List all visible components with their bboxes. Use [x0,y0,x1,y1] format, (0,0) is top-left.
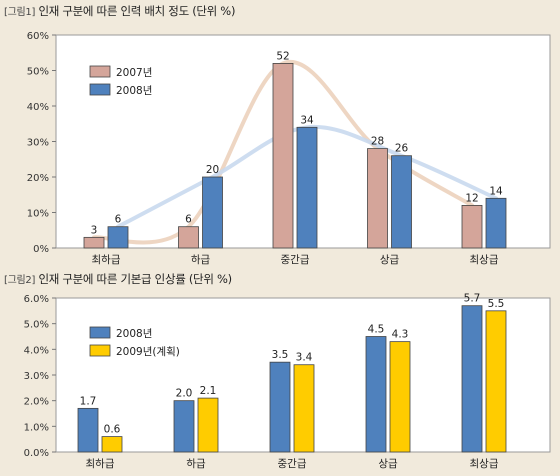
chart-2-bar-최하급-2008년 [77,407,99,453]
chart-2-bar-하급-2008년 [173,400,195,453]
chart-2-legend-swatch-0 [89,326,111,339]
chart-1-bar-중간급-2008년 [296,126,318,249]
chart-1-title: [그림1] 인재 구분에 따른 인력 배치 정도 (단위 %) [4,3,235,19]
chart-2-y-tick-label: 5.0% [24,320,49,331]
chart-1-bar-하급-2007년 [178,226,199,249]
chart-1-category-label: 상급 [380,254,400,266]
chart-1-y-tick-label: 20% [27,173,49,184]
chart-2-category-label: 최상급 [470,458,499,470]
chart-1-bar-최하급-2007년 [83,236,105,249]
chart-1-y-tick-label: 60% [27,31,49,42]
chart-2-bar-하급-2009년(계획) [197,397,219,453]
chart-2-y-tick-label: 1.0% [24,422,49,433]
chart-2-category-label: 하급 [186,457,206,470]
chart-1-tag: [그림1] [4,7,36,18]
chart-1-legend-swatch-0 [89,65,111,78]
chart-2-y-tick-label: 3.0% [24,371,49,382]
chart-1-bar-하급-2008년 [202,176,223,249]
chart-2-category-label: 중간급 [278,458,307,470]
chart-1-category-label: 최상급 [470,254,499,266]
chart-2-data-label: 2.1 [200,385,217,397]
chart-2-category-label: 상급 [378,458,398,470]
chart-1-bar-최상급-2008년 [485,197,507,249]
chart-2-legend-label-1: 2009년(계획) [116,346,180,358]
chart-2-data-label: 5.7 [464,293,481,305]
chart-2-bar-중간급-2009년(계획) [293,364,315,453]
chart-2-data-label: 5.5 [488,298,505,310]
chart-1-y-tick-label: 10% [27,209,49,220]
chart-2-data-label: 0.6 [104,424,121,436]
chart-1-legend-swatch-1 [89,83,111,96]
chart-1-y-tick-label: 0% [33,244,49,255]
chart-2-category-label: 최하급 [86,457,115,470]
chart-1-bar-상급-2008년 [391,155,412,249]
chart-1-data-label: 3 [91,224,98,236]
chart-1-bar-상급-2007년 [367,148,388,249]
chart-1-legend-label-1: 2008년 [116,85,152,97]
chart-1-y-tick-label: 30% [27,138,49,149]
chart-2-y-tick-label: 6.0% [24,294,49,305]
chart-1-category-label: 하급 [191,253,211,266]
chart-2-bar-최상급-2009년(계획) [485,310,507,453]
chart-2-title: [그림2] 인재 구분에 따른 기본급 인상률 (단위 %) [4,271,232,287]
chart-1-legend-label-0: 2007년 [116,67,152,79]
chart-1-bar-중간급-2007년 [272,63,294,249]
chart-1-data-label: 20 [206,164,219,176]
chart-2-bar-상급-2009년(계획) [389,341,411,453]
chart-2-data-label: 3.4 [296,352,313,364]
chart-2-data-label: 2.0 [176,388,193,400]
chart-1-bar-최상급-2007년 [461,204,483,249]
chart-1-title-text: 인재 구분에 따른 인력 배치 정도 (단위 %) [38,4,236,18]
chart-1-data-label: 6 [115,214,122,226]
chart-1-category-label: 최하급 [92,253,121,266]
chart-2-bar-중간급-2008년 [269,361,291,453]
chart-2-bar-최상급-2008년 [461,305,483,453]
chart-2-title-text: 인재 구분에 따른 기본급 인상률 (단위 %) [38,272,232,286]
chart-2-tag: [그림2] [4,275,36,286]
chart-2-data-label: 1.7 [80,395,97,407]
chart-2-legend-swatch-1 [89,344,111,357]
chart-2-y-tick-label: 4.0% [24,345,49,356]
chart-1-data-label: 26 [395,143,409,155]
chart-1-data-label: 34 [300,114,314,126]
chart-2-data-label: 3.5 [272,349,289,361]
chart-1-data-label: 6 [185,214,192,226]
chart-1-category-label: 중간급 [281,254,310,266]
chart-2-bar-최하급-2009년(계획) [101,436,123,453]
chart-1-data-label: 28 [371,136,384,148]
chart-2-y-tick-label: 2.0% [24,397,49,408]
chart-1-bar-최하급-2008년 [107,226,129,249]
chart-2-bar-상급-2008년 [365,336,387,453]
chart-1-data-label: 14 [489,185,503,197]
chart-2-y-tick-label: 0.0% [24,448,49,459]
chart-1-y-tick-label: 40% [27,102,49,113]
chart-1-y-tick-label: 50% [27,67,49,78]
chart-2-legend-label-0: 2008년 [116,328,152,340]
chart-1-data-label: 12 [465,192,478,204]
chart-1-data-label: 52 [276,50,289,62]
chart-2-data-label: 4.3 [392,329,409,341]
chart-2-data-label: 4.5 [368,324,385,336]
